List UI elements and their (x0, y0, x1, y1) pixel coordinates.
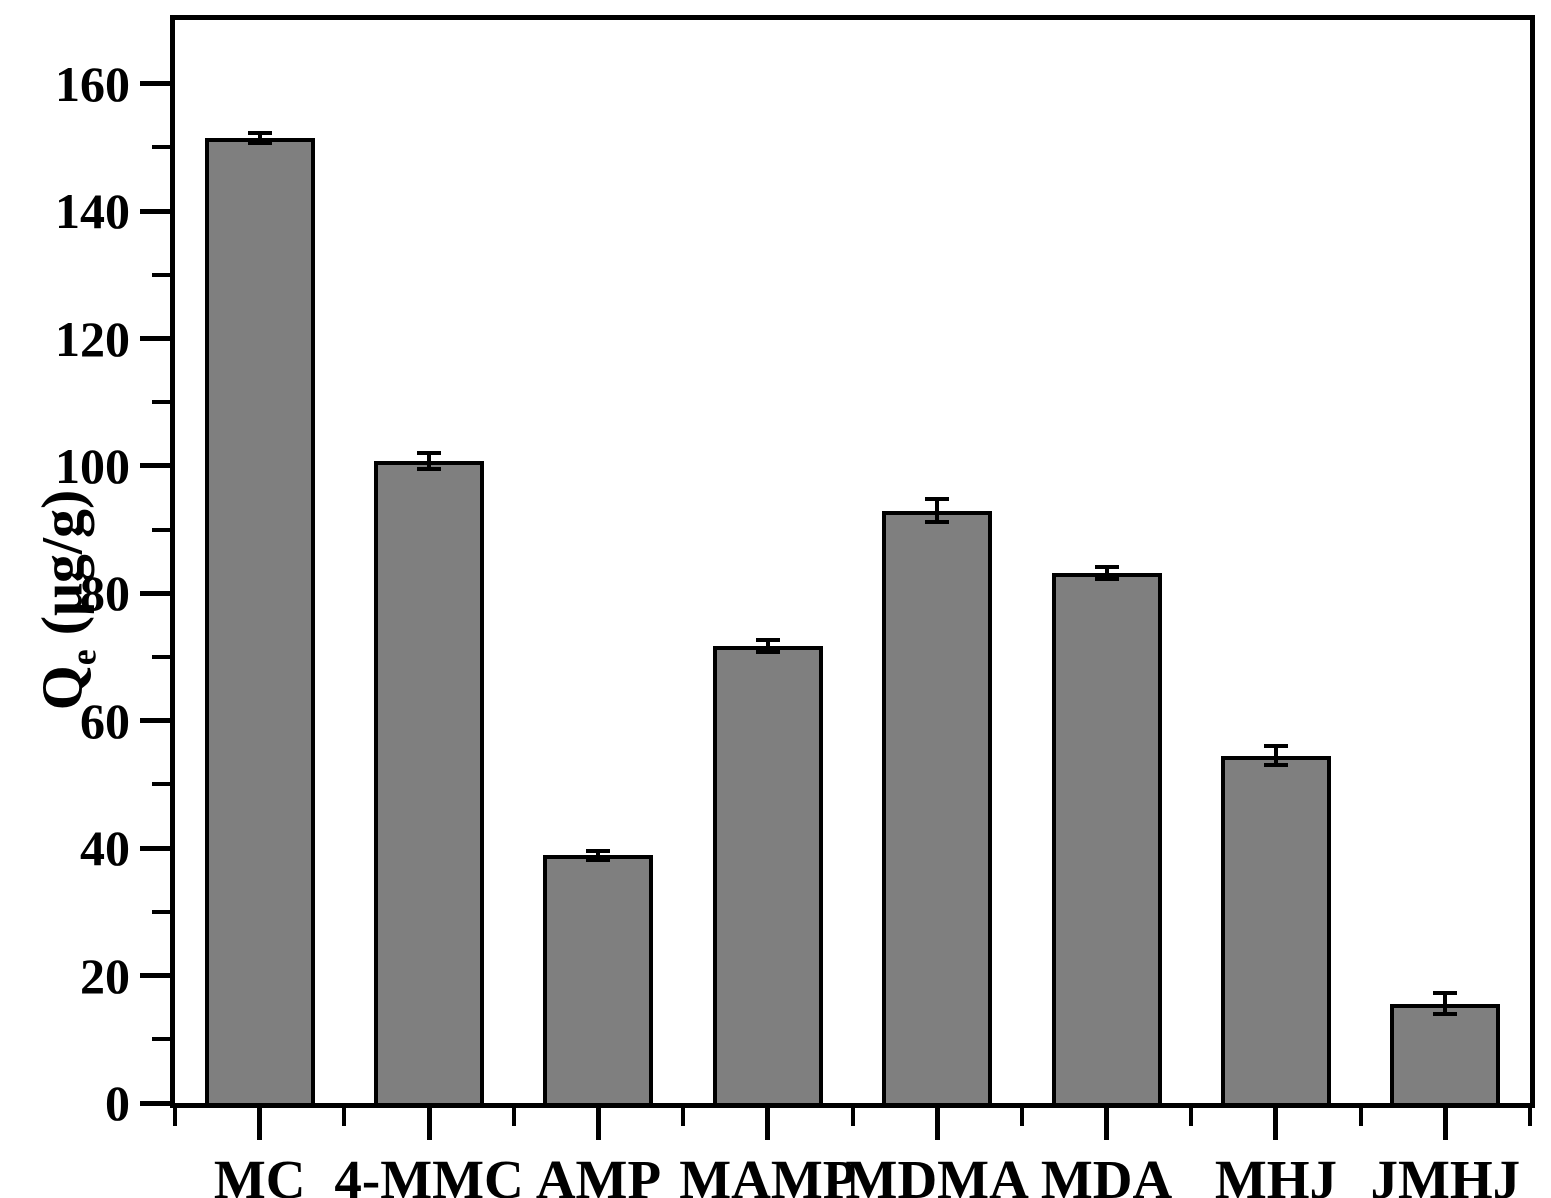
x-major-tick (765, 1108, 771, 1140)
x-major-tick (934, 1108, 940, 1140)
bar-mamp (712, 646, 823, 1103)
x-major-tick (1442, 1108, 1448, 1140)
y-major-tick (140, 718, 170, 724)
x-category-label-amp: AMP (535, 1149, 662, 1198)
error-bar-cap-bottom (925, 520, 950, 524)
error-bar-cap-bottom (755, 649, 780, 654)
y-tick-label: 120 (55, 310, 130, 367)
error-bar-line (935, 499, 940, 522)
error-bar-cap-top (755, 638, 780, 643)
x-major-tick (426, 1108, 432, 1140)
y-tick-label: 20 (80, 947, 130, 1004)
y-tick-label: 40 (80, 820, 130, 877)
x-minor-tick (1019, 1108, 1024, 1126)
error-bar-line (1104, 567, 1109, 579)
error-bar-cap-top (925, 497, 950, 502)
y-tick-label: 140 (55, 183, 130, 240)
error-bar-cap-top (586, 848, 611, 853)
error-bar-line (596, 850, 601, 860)
x-minor-tick (681, 1108, 686, 1126)
y-major-tick (140, 81, 170, 87)
y-tick-label: 60 (80, 692, 130, 749)
x-category-label-jmhj: JMHJ (1370, 1149, 1521, 1198)
x-minor-tick (511, 1108, 516, 1126)
error-bar-cap-top (417, 450, 442, 455)
y-major-tick (140, 973, 170, 979)
error-bar-cap-bottom (1094, 576, 1119, 581)
y-minor-tick (152, 145, 170, 150)
x-major-tick (257, 1108, 263, 1140)
bar-4-mmc (374, 460, 485, 1103)
error-bar-line (427, 452, 432, 470)
x-category-label-mc: MC (213, 1149, 306, 1198)
error-bar-line (1273, 746, 1278, 766)
error-bar-cap-bottom (417, 467, 442, 472)
error-bar-line (257, 132, 262, 143)
y-minor-tick (152, 272, 170, 277)
x-minor-tick (1528, 1108, 1532, 1126)
error-bar-cap-bottom (247, 140, 272, 145)
x-category-label-mda: MDA (1040, 1149, 1173, 1198)
x-major-tick (595, 1108, 601, 1140)
y-minor-tick (152, 909, 170, 914)
error-bar-line (1443, 993, 1448, 1014)
x-category-label-4-mmc: 4-MMC (334, 1149, 524, 1198)
y-tick-label: 80 (80, 565, 130, 622)
x-minor-tick (173, 1108, 177, 1126)
y-minor-tick (152, 1037, 170, 1042)
y-major-tick (140, 336, 170, 342)
error-bar-cap-bottom (586, 857, 611, 862)
error-bar-cap-top (1263, 744, 1288, 749)
error-bar-cap-top (1094, 565, 1119, 570)
y-tick-label: 0 (105, 1075, 130, 1131)
bar-mdma (882, 510, 993, 1103)
bar-mda (1051, 572, 1162, 1103)
y-major-tick (140, 208, 170, 214)
x-major-tick (1104, 1108, 1110, 1140)
error-bar-cap-top (247, 130, 272, 135)
plot-area: 0 20 40 60 80 100 120 140 160 MC 4-MMC AMP MAMP MDMA M… (55, 15, 1535, 1198)
y-minor-tick (152, 527, 170, 532)
x-minor-tick (342, 1108, 347, 1126)
error-bar-cap-bottom (1263, 763, 1288, 768)
y-major-tick (140, 463, 170, 469)
y-tick-label: 100 (55, 437, 130, 494)
bar-amp (543, 855, 654, 1103)
error-bar-line (765, 640, 770, 652)
y-major-tick (140, 590, 170, 596)
x-minor-tick (1189, 1108, 1194, 1126)
x-major-tick (1273, 1108, 1279, 1140)
x-category-label-mdma: MDMA (845, 1149, 1029, 1198)
y-minor-tick (152, 655, 170, 660)
error-bar-cap-bottom (1433, 1011, 1458, 1016)
y-major-tick (140, 1100, 170, 1106)
x-minor-tick (850, 1108, 855, 1126)
y-minor-tick (152, 400, 170, 405)
y-minor-tick (152, 782, 170, 787)
bar-mc (204, 137, 315, 1103)
y-axis-title-subscript: e (63, 649, 104, 666)
x-category-label-mhj: MHJ (1214, 1149, 1338, 1198)
x-category-label-mamp: MAMP (679, 1149, 857, 1198)
y-tick-label: 160 (55, 55, 130, 112)
x-minor-tick (1358, 1108, 1363, 1126)
bar-mhj (1220, 755, 1331, 1103)
error-bar-cap-top (1433, 991, 1458, 996)
y-major-tick (140, 845, 170, 851)
bar-jmhj (1390, 1003, 1501, 1103)
